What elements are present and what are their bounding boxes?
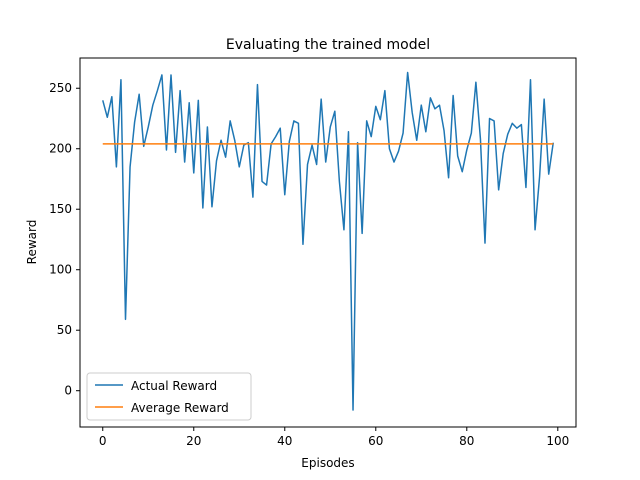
- x-tick-label: 40: [277, 434, 292, 448]
- plot-area: [102, 71, 554, 411]
- y-tick-label: 250: [49, 81, 72, 95]
- x-tick-label: 80: [459, 434, 474, 448]
- x-axis-label: Episodes: [301, 456, 354, 470]
- legend-box: [86, 372, 252, 421]
- y-axis-label: Reward: [25, 220, 39, 265]
- axes-frame: [79, 57, 577, 428]
- y-axis: 0 50 100 150 200 250: [49, 81, 80, 398]
- y-tick-label: 150: [49, 202, 72, 216]
- x-tick-label: 100: [546, 434, 569, 448]
- y-tick-label: 50: [57, 323, 72, 337]
- x-tick-label: 20: [186, 434, 201, 448]
- x-tick-label: 0: [99, 434, 107, 448]
- chart-title: Evaluating the trained model: [226, 37, 430, 53]
- legend: Actual Reward Average Reward: [86, 372, 252, 421]
- y-tick-label: 100: [49, 263, 72, 277]
- y-tick-label: 0: [64, 384, 72, 398]
- y-tick-label: 200: [49, 142, 72, 156]
- legend-label-average-reward: Average Reward: [131, 401, 229, 415]
- x-axis: 0 20 40 60 80 100: [99, 427, 569, 448]
- x-tick-label: 60: [368, 434, 383, 448]
- legend-label-actual-reward: Actual Reward: [131, 379, 217, 393]
